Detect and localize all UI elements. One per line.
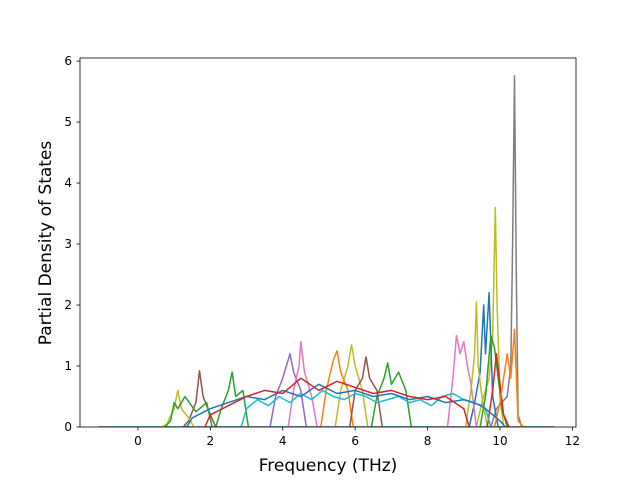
series-line-21 — [204, 377, 470, 427]
x-tick-label: 12 — [565, 434, 580, 448]
y-tick-label: 0 — [64, 420, 72, 434]
x-axis-label: Frequency (THz) — [259, 456, 398, 476]
x-tick-label: 4 — [279, 434, 287, 448]
series-line-8 — [493, 328, 525, 427]
y-tick-label: 1 — [64, 359, 72, 373]
series-line-12 — [320, 350, 355, 427]
x-tick-label: 0 — [134, 434, 142, 448]
y-tick-label: 4 — [64, 176, 72, 190]
x-tick-label: 10 — [492, 434, 507, 448]
series-line-7 — [486, 353, 510, 427]
series-line-3 — [468, 292, 499, 427]
series-line-10 — [287, 340, 318, 427]
series-layer — [98, 74, 555, 427]
x-tick-label: 2 — [207, 434, 215, 448]
y-tick-label: 3 — [64, 237, 72, 251]
y-tick-label: 6 — [64, 54, 72, 68]
series-line-15 — [164, 395, 213, 427]
series-line-2 — [475, 206, 509, 427]
series-line-19 — [240, 389, 492, 427]
x-tick-label: 8 — [424, 434, 432, 448]
series-line-6 — [479, 334, 508, 427]
y-axis-label: Partial Density of States — [36, 141, 56, 346]
plot-frame — [79, 57, 577, 428]
y-tick-label: 2 — [64, 298, 72, 312]
y-tick-label: 5 — [64, 115, 72, 129]
series-line-18 — [370, 362, 413, 427]
series-line-5 — [446, 334, 478, 427]
series-line-9 — [269, 353, 308, 427]
series-line-4 — [464, 301, 489, 427]
series-line-20 — [186, 383, 506, 427]
x-tick-label: 6 — [351, 434, 359, 448]
